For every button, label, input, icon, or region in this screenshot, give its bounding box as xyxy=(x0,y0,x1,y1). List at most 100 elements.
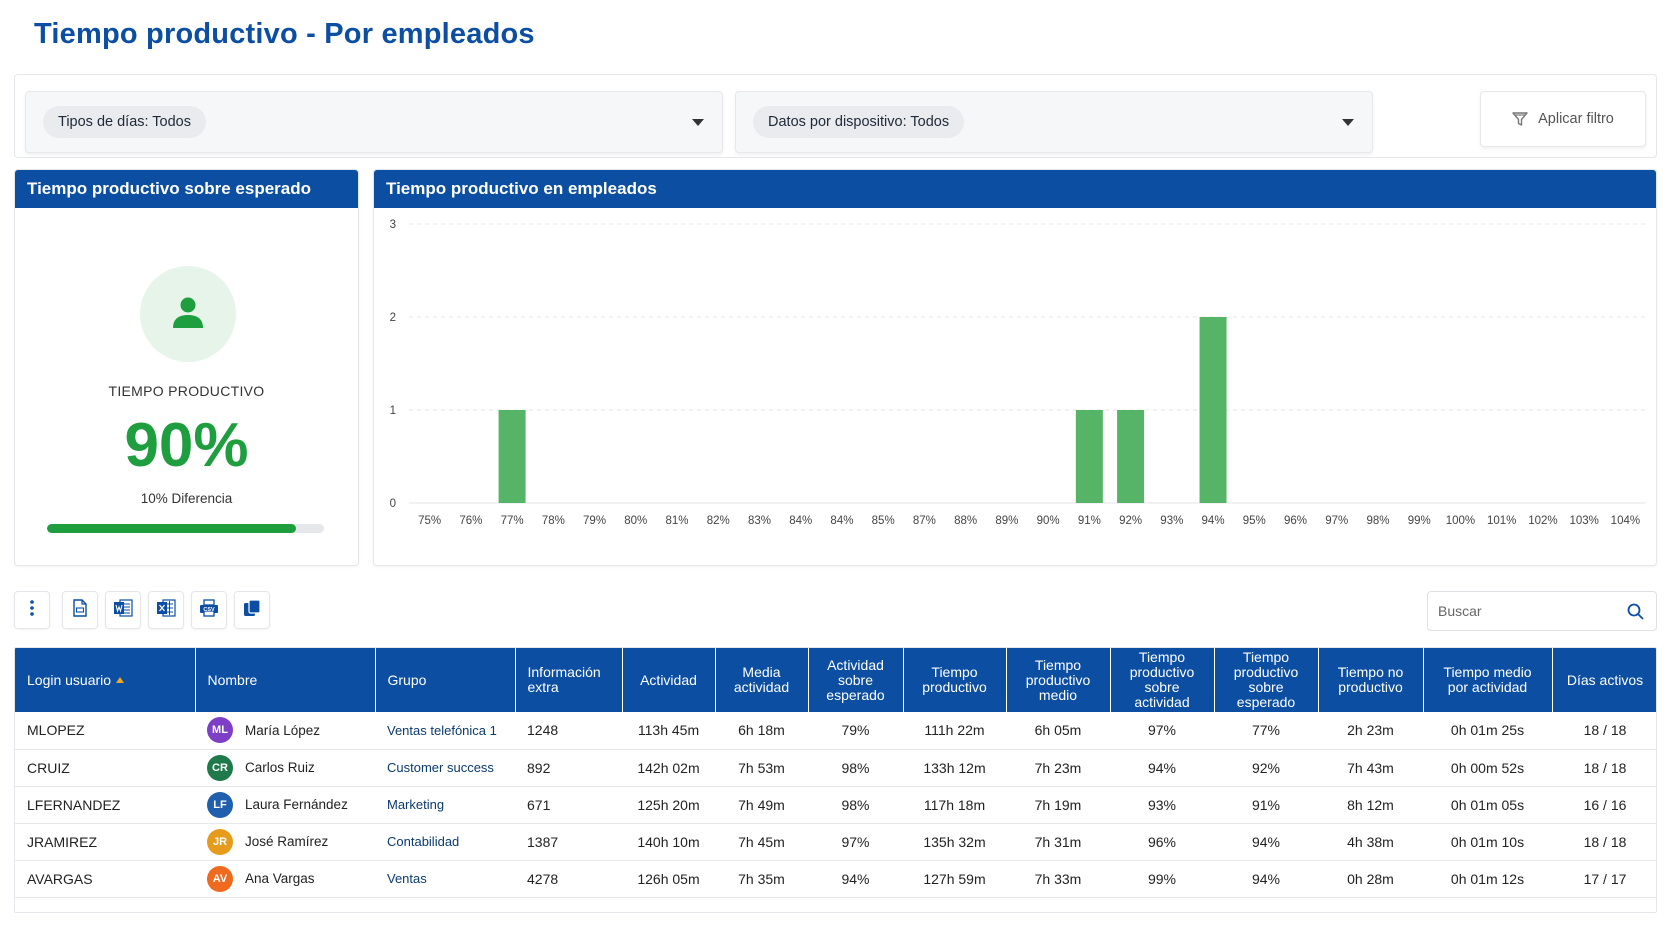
pdf-export-button[interactable] xyxy=(62,591,98,629)
table-row[interactable]: CRUIZ CR Carlos Ruiz Customer success 892 142… xyxy=(15,749,1656,787)
kpi-panel-header: Tiempo productivo sobre esperado xyxy=(15,170,358,208)
column-header-tiempo-medio-actividad[interactable]: Tiempo medio por actividad xyxy=(1423,648,1553,712)
table-row[interactable]: LFERNANDEZ LF Laura Fernández Marketing 671 1… xyxy=(15,786,1656,824)
x-tick-label: 85% xyxy=(872,515,895,527)
cell-login: CRUIZ xyxy=(15,749,195,787)
chart-bar[interactable] xyxy=(1117,410,1145,503)
employee-name: María López xyxy=(245,722,321,738)
word-export-button[interactable] xyxy=(105,591,141,629)
chart-bar[interactable] xyxy=(1075,410,1103,503)
cell-media-actividad: 7h 45m xyxy=(715,823,808,861)
x-tick-label: 79% xyxy=(583,515,606,527)
x-tick-label: 76% xyxy=(459,515,482,527)
excel-export-button[interactable] xyxy=(148,591,184,629)
cell-tp-sobre-actividad: 94% xyxy=(1110,749,1214,787)
search-icon[interactable] xyxy=(1627,603,1644,625)
cell-tiempo-productivo-medio: 7h 33m xyxy=(1006,860,1110,898)
avatar: LF xyxy=(207,791,233,818)
column-header-tiempo-productivo[interactable]: Tiempo productivo xyxy=(903,648,1007,712)
kpi-progress-bar xyxy=(47,524,324,533)
x-tick-label: 82% xyxy=(707,515,730,527)
day-type-chip[interactable]: Tipos de días: Todos xyxy=(43,106,206,138)
x-tick-label: 101% xyxy=(1487,515,1516,527)
cell-tiempo-medio-actividad: 0h 00m 52s xyxy=(1423,749,1552,787)
sort-ascending-icon[interactable] xyxy=(116,676,125,683)
cell-tp-sobre-esperado: 91% xyxy=(1214,786,1318,824)
table-header-row: Login usuario Nombre Grupo Información e… xyxy=(15,648,1656,712)
column-header-actividad-esperado[interactable]: Actividad sobre esperado xyxy=(808,648,904,712)
pdf-export-icon xyxy=(72,598,88,622)
x-tick-label: 95% xyxy=(1243,515,1266,527)
cell-actividad-esperado: 94% xyxy=(808,860,903,898)
cell-dias-activos: 18 / 18 xyxy=(1552,712,1656,750)
csv-export-icon: CSV xyxy=(199,598,219,622)
cell-tp-sobre-esperado: 77% xyxy=(1214,712,1318,750)
x-tick-label: 91% xyxy=(1078,515,1101,527)
column-header-login[interactable]: Login usuario xyxy=(15,648,196,712)
cell-tp-sobre-actividad: 96% xyxy=(1110,823,1214,861)
search-input[interactable] xyxy=(1438,592,1618,630)
avatar: AV xyxy=(207,865,233,892)
filter-bar: Tipos de días: Todos Datos por dispositi… xyxy=(14,74,1657,158)
x-tick-label: 87% xyxy=(913,515,936,527)
x-tick-label: 93% xyxy=(1160,515,1183,527)
avatar: JR xyxy=(207,828,233,855)
column-header-actividad[interactable]: Actividad xyxy=(622,648,716,712)
cell-login: JRAMIREZ xyxy=(15,823,195,861)
chevron-down-icon[interactable] xyxy=(1342,119,1354,126)
column-header-tp-sobre-actividad[interactable]: Tiempo productivo sobre actividad xyxy=(1110,648,1215,712)
more-options-button[interactable] xyxy=(14,591,50,629)
search-box[interactable] xyxy=(1427,591,1657,631)
y-tick-label: 2 xyxy=(390,312,396,324)
cell-media-actividad: 7h 49m xyxy=(715,786,808,824)
cell-actividad: 140h 10m xyxy=(622,823,715,861)
cell-login: AVARGAS xyxy=(15,860,195,898)
cell-actividad-esperado: 98% xyxy=(808,749,903,787)
column-header-tiempo-productivo-medio[interactable]: Tiempo productivo medio xyxy=(1006,648,1111,712)
cell-nombre: LF Laura Fernández xyxy=(195,786,375,824)
chart-bar[interactable] xyxy=(498,410,526,503)
column-header-nombre[interactable]: Nombre xyxy=(195,648,376,712)
cell-tp-sobre-actividad: 97% xyxy=(1110,712,1214,750)
cell-actividad-esperado: 97% xyxy=(808,823,903,861)
x-tick-label: 98% xyxy=(1366,515,1389,527)
column-header-dias-activos[interactable]: Días activos xyxy=(1552,648,1656,712)
chevron-down-icon[interactable] xyxy=(692,119,704,126)
x-tick-label: 89% xyxy=(995,515,1018,527)
cell-actividad-esperado: 98% xyxy=(808,786,903,824)
table-row[interactable]: MLOPEZ ML María López Ventas telefónica 1 12… xyxy=(15,712,1656,750)
column-header-tp-sobre-esperado[interactable]: Tiempo productivo sobre esperado xyxy=(1214,648,1319,712)
cell-grupo: Customer success xyxy=(375,749,515,787)
table-row[interactable]: AVARGAS AV Ana Vargas Ventas 4278 126h 05m 7h … xyxy=(15,860,1656,898)
csv-export-button[interactable]: CSV xyxy=(191,591,227,629)
column-header-tiempo-no-productivo[interactable]: Tiempo no productivo xyxy=(1318,648,1424,712)
chart-bar[interactable] xyxy=(1199,317,1227,503)
copy-icon xyxy=(243,598,261,622)
cell-media-actividad: 6h 18m xyxy=(715,712,808,750)
cell-dias-activos: 16 / 16 xyxy=(1552,786,1656,824)
copy-button[interactable] xyxy=(234,591,270,629)
cell-tiempo-no-productivo: 7h 43m xyxy=(1318,749,1423,787)
kpi-panel: Tiempo productivo sobre esperado TIEMPO … xyxy=(14,169,359,566)
cell-tiempo-productivo: 135h 32m xyxy=(903,823,1006,861)
column-header-grupo[interactable]: Grupo xyxy=(375,648,516,712)
cell-info-extra: 671 xyxy=(515,786,622,824)
avatar: CR xyxy=(207,754,233,781)
x-tick-label: 88% xyxy=(954,515,977,527)
cell-dias-activos: 18 / 18 xyxy=(1552,823,1656,861)
person-icon xyxy=(170,294,206,335)
device-chip[interactable]: Datos por dispositivo: Todos xyxy=(753,106,965,138)
cell-grupo: Contabilidad xyxy=(375,823,515,861)
device-dropdown[interactable]: Datos por dispositivo: Todos xyxy=(735,91,1373,153)
cell-actividad: 125h 20m xyxy=(622,786,715,824)
apply-filter-button[interactable]: Aplicar filtro xyxy=(1480,91,1646,147)
cell-nombre: ML María López xyxy=(195,712,375,750)
day-type-dropdown[interactable]: Tipos de días: Todos xyxy=(25,91,723,153)
column-header-media-actividad[interactable]: Media actividad xyxy=(715,648,809,712)
column-header-info-extra[interactable]: Información extra xyxy=(515,648,623,712)
x-tick-label: 100% xyxy=(1446,515,1475,527)
excel-export-icon xyxy=(156,598,176,622)
page-title: Tiempo productivo - Por empleados xyxy=(34,18,535,50)
table-row[interactable]: JRAMIREZ JR José Ramírez Contabilidad 1387 14… xyxy=(15,823,1656,861)
cell-actividad-esperado: 79% xyxy=(808,712,903,750)
